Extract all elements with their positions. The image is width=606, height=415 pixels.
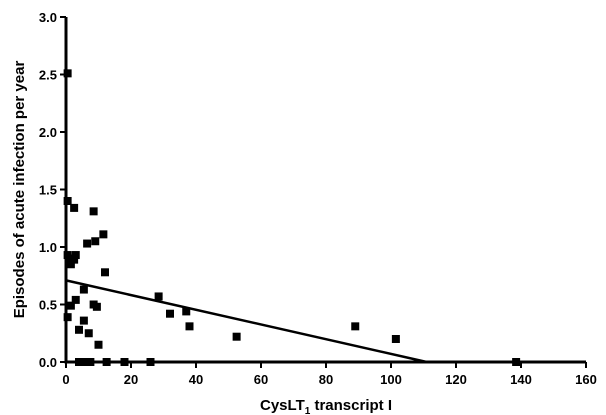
data-point	[71, 295, 80, 304]
y-tick-label: 2.0	[39, 125, 57, 140]
x-axis-title-suffix: transcript I	[310, 397, 392, 414]
data-point	[351, 322, 360, 331]
data-point	[63, 69, 72, 78]
data-point	[101, 268, 109, 277]
x-tick-label: 0	[62, 372, 69, 387]
data-point	[166, 309, 174, 318]
regression-line	[65, 279, 428, 364]
plot-area	[63, 69, 521, 366]
data-point	[66, 260, 75, 269]
data-point	[66, 301, 75, 310]
data-point	[65, 254, 74, 263]
data-point	[182, 307, 191, 316]
y-axis-ticks: 0.0 0.5 1.0 1.5 2.0 2.5 3.0	[39, 10, 66, 370]
data-point	[391, 335, 400, 343]
y-tick-label: 0.0	[39, 355, 57, 370]
data-point	[94, 340, 103, 349]
x-tick-label: 120	[445, 372, 467, 387]
data-point	[71, 251, 80, 260]
data-point	[84, 329, 93, 338]
data-point	[185, 322, 194, 331]
x-tick-label: 160	[575, 372, 597, 387]
x-tick-label: 80	[319, 372, 333, 387]
x-axis-title: CysLT1 transcript I	[260, 397, 392, 415]
x-tick-label: 140	[510, 372, 532, 387]
data-point	[99, 230, 108, 239]
y-tick-label: 1.5	[39, 183, 57, 198]
x-tick-label: 100	[380, 372, 402, 387]
y-tick-label: 2.5	[39, 68, 57, 83]
data-point	[89, 207, 98, 216]
x-axis-title-subscript: 1	[305, 406, 311, 415]
data-point	[83, 239, 92, 248]
x-tick-label: 60	[254, 372, 268, 387]
x-axis-title-main: CysLT	[260, 397, 305, 414]
y-tick-label: 0.5	[39, 298, 57, 313]
data-point	[63, 197, 72, 205]
y-tick-label: 3.0	[39, 10, 57, 25]
y-tick-label: 1.0	[39, 240, 57, 255]
data-point	[70, 255, 79, 264]
x-tick-label: 40	[189, 372, 203, 387]
data-point	[79, 285, 88, 294]
data-point	[232, 332, 241, 341]
data-point	[79, 316, 88, 325]
data-point	[92, 302, 101, 311]
x-axis-ticks: 0 20 40 60 80 100 120 140 160	[62, 362, 597, 387]
data-point	[91, 237, 100, 246]
x-tick-label: 20	[124, 372, 138, 387]
data-point	[154, 292, 163, 301]
data-point	[63, 313, 72, 322]
data-point	[75, 325, 83, 334]
data-point	[70, 203, 79, 212]
y-axis-title: Episodes of acute infection per year	[11, 61, 28, 319]
